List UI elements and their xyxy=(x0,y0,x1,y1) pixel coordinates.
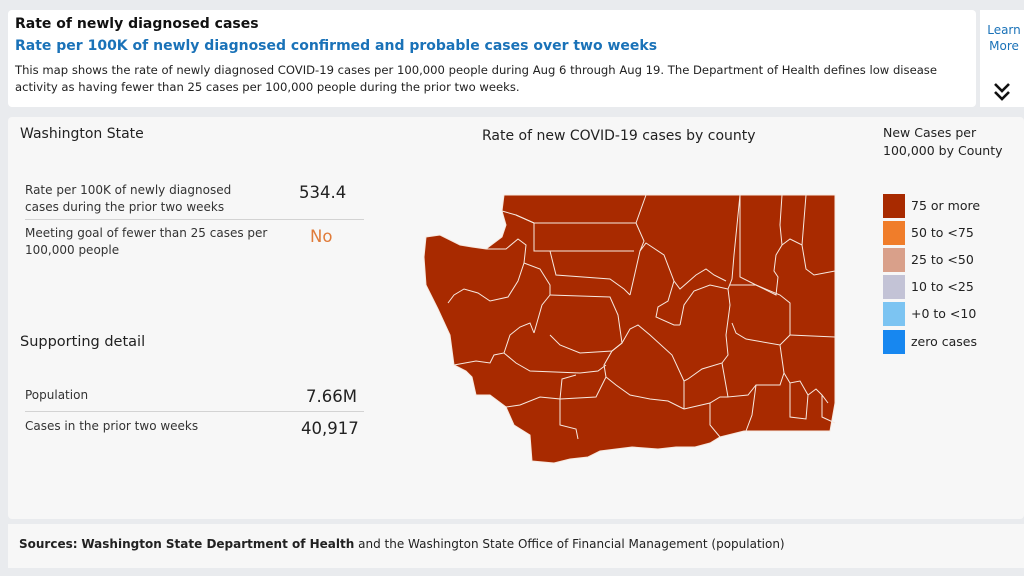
county-borders xyxy=(447,194,836,440)
legend-label: 25 to <50 xyxy=(911,252,974,267)
legend-swatch xyxy=(883,221,905,245)
sources-doh: Washington State Department of Health xyxy=(81,537,355,551)
legend-swatch xyxy=(883,275,905,299)
legend-swatch xyxy=(883,302,905,326)
legend-label: +0 to <10 xyxy=(911,306,977,321)
supporting-detail-title: Supporting detail xyxy=(20,334,146,350)
learn-more-line1: Learn xyxy=(987,23,1021,37)
state-title: Washington State xyxy=(20,126,144,142)
legend-label: 10 to <25 xyxy=(911,279,974,294)
sources-text: Sources: Washington State Department of … xyxy=(19,537,785,551)
legend-title-line2: 100,000 by County xyxy=(883,143,1003,158)
header-card: Rate of newly diagnosed cases Rate per 1… xyxy=(8,10,976,107)
population-value: 7.66M xyxy=(306,387,357,406)
map-title: Rate of new COVID-19 cases by county xyxy=(482,128,756,144)
page-title: Rate of newly diagnosed cases xyxy=(15,16,259,32)
legend-swatch xyxy=(883,248,905,272)
page-description: This map shows the rate of newly diagnos… xyxy=(15,63,937,94)
learn-more-link[interactable]: Learn More xyxy=(986,22,1022,54)
cases-label: Cases in the prior two weeks xyxy=(25,419,199,433)
page-subtitle: Rate per 100K of newly diagnosed confirm… xyxy=(15,38,658,54)
legend-label: zero cases xyxy=(911,334,977,349)
sources-panel xyxy=(8,524,1024,568)
legend-swatch xyxy=(883,330,905,354)
double-chevron-down-icon[interactable] xyxy=(992,80,1012,104)
population-label: Population xyxy=(25,388,89,402)
sources-rest: and the Washington State Office of Finan… xyxy=(358,537,785,551)
legend-title-line1: New Cases per xyxy=(883,125,977,140)
learn-more-panel[interactable]: Learn More xyxy=(980,10,1024,107)
learn-more-line2: More xyxy=(989,39,1019,53)
divider xyxy=(25,411,364,412)
legend-title: New Cases per 100,000 by County xyxy=(883,124,1003,160)
rate-label: Rate per 100K of newly diagnosed cases d… xyxy=(25,183,232,214)
rate-value: 534.4 xyxy=(299,183,347,202)
goal-value: No xyxy=(310,227,333,246)
legend-swatch xyxy=(883,194,905,218)
divider xyxy=(25,219,364,220)
sources-prefix: Sources: xyxy=(19,537,78,551)
legend-label: 75 or more xyxy=(911,198,981,213)
cases-value: 40,917 xyxy=(301,419,359,438)
goal-label: Meeting goal of fewer than 25 cases per … xyxy=(25,226,268,257)
washington-county-map[interactable] xyxy=(410,185,850,470)
legend-label: 50 to <75 xyxy=(911,225,974,240)
